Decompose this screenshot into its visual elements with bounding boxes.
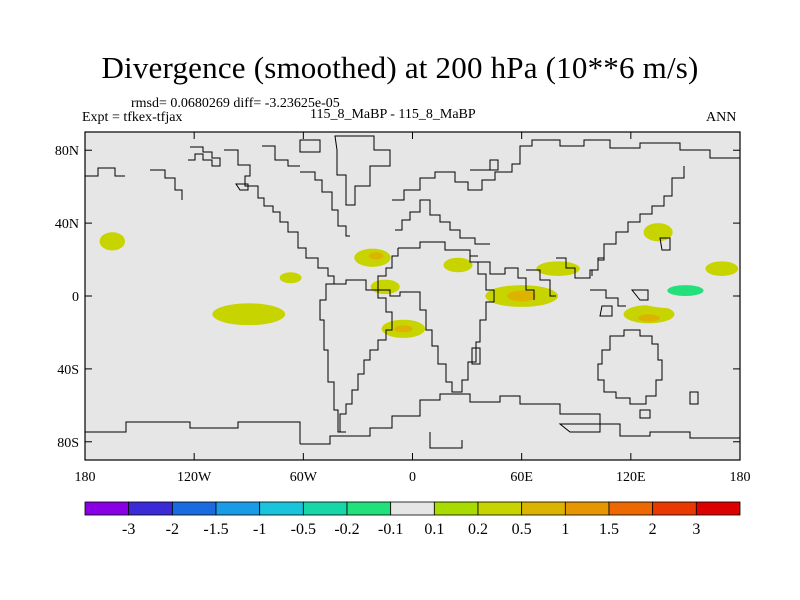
colorbar-swatch <box>608 501 654 516</box>
x-tick-label: 60E <box>510 470 533 485</box>
divergence-patch <box>705 261 739 276</box>
divergence-patch <box>105 283 120 291</box>
y-tick-label: 40N <box>55 217 79 232</box>
y-tick-label: 80N <box>55 144 79 159</box>
y-tick-label: 40S <box>57 363 79 378</box>
colorbar-swatch <box>128 501 173 516</box>
colorbar-swatch <box>390 501 435 516</box>
x-tick-label: 180 <box>75 470 96 485</box>
divergence-patch <box>316 244 335 256</box>
divergence-patch <box>652 257 675 269</box>
divergence-patch <box>356 299 378 311</box>
colorbar-swatch <box>433 501 479 516</box>
colorbar-label: -1 <box>253 521 266 538</box>
divergence-patch <box>667 285 704 296</box>
colorbar-label: -0.5 <box>291 521 316 538</box>
chart-title: Divergence (smoothed) at 200 hPa (10**6 … <box>101 50 699 85</box>
comparison-label: 115_8_MaBP - 115_8_MaBP <box>310 107 476 122</box>
divergence-patch <box>99 232 126 251</box>
divergence-patch <box>212 303 286 326</box>
colorbar-swatch <box>652 501 697 516</box>
colorbar-swatch <box>302 501 348 516</box>
x-tick-label: 120W <box>177 470 212 485</box>
divergence-patch <box>117 301 133 309</box>
colorbar-label: 0.2 <box>468 521 488 538</box>
colorbar-label: -0.2 <box>334 521 359 538</box>
y-tick-label: 80S <box>57 436 79 451</box>
divergence-patch <box>394 325 413 333</box>
season-label: ANN <box>706 110 737 125</box>
x-tick-label: 0 <box>409 470 416 485</box>
colorbar-label: 3 <box>692 521 700 538</box>
colorbar-label: -3 <box>122 521 135 538</box>
divergence-patch <box>279 272 302 284</box>
divergence-patch <box>326 270 360 282</box>
colorbar-swatch <box>215 501 261 516</box>
divergence-patch <box>450 352 466 360</box>
divergence-patch <box>630 283 733 309</box>
divergence-patch <box>368 252 384 260</box>
colorbar-label: 0.5 <box>512 521 532 538</box>
x-tick-label: 60W <box>290 470 318 485</box>
divergence-patch <box>532 314 577 333</box>
colorbar-label: -2 <box>166 521 179 538</box>
coastlines <box>85 135 740 449</box>
divergence-patch <box>507 290 537 302</box>
x-tick-label: 180 <box>730 470 751 485</box>
map-axes: 180 120W 60W 0 60E 120E 180 80N 40N 0 40S 80S <box>55 132 751 485</box>
divergence-patch <box>443 257 473 273</box>
divergence-patch <box>643 223 673 242</box>
stats-label: rmsd= 0.0680269 diff= -3.23625e-05 <box>131 96 340 111</box>
colorbar-swatch <box>695 501 741 516</box>
divergence-patch <box>114 263 180 275</box>
colorbar-swatch <box>171 501 217 516</box>
colorbar-label: 2 <box>649 521 657 538</box>
colorbar-label: -0.1 <box>378 521 403 538</box>
colorbar-label: 1.5 <box>599 521 619 538</box>
colorbar-label: 0.1 <box>424 521 444 538</box>
colorbar-swatch <box>521 501 566 516</box>
divergence-patch <box>536 261 580 276</box>
divergence-patch <box>206 337 273 357</box>
colorbar-swatch <box>477 501 523 516</box>
x-tick-label: 120E <box>616 470 646 485</box>
y-tick-label: 0 <box>72 290 79 305</box>
colorbar-swatch <box>84 501 130 516</box>
divergence-patch <box>279 257 309 273</box>
colorbar-swatch <box>346 501 392 516</box>
colorbar-label: 1 <box>561 521 569 538</box>
divergence-patch <box>638 314 660 322</box>
colorbar-swatch <box>564 501 610 516</box>
experiment-label: Expt = tfkex-tfjax <box>82 110 183 125</box>
colorbar-label: -1.5 <box>203 521 228 538</box>
colorbar-swatch <box>259 501 304 516</box>
divergence-field <box>99 223 739 368</box>
